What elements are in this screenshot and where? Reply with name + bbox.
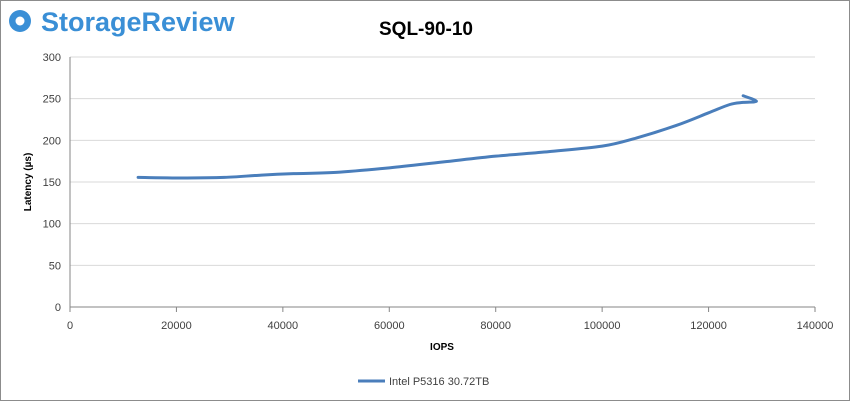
legend-label-0: Intel P5316 30.72TB — [389, 376, 489, 388]
brand-logo: StorageReview — [9, 7, 236, 37]
x-tick-label-3: 60000 — [374, 320, 405, 332]
y-tick-label-5: 250 — [43, 94, 61, 106]
series-line-0 — [136, 94, 758, 180]
x-tick-labels: 0 20000 40000 60000 80000 100000 120000 140000 — [67, 320, 833, 332]
brand-name: StorageReview — [41, 7, 236, 37]
y-tick-label-0: 0 — [55, 302, 61, 314]
x-axis-label: IOPS — [430, 342, 454, 353]
y-tick-label-3: 150 — [43, 177, 61, 189]
legend: Intel P5316 30.72TB — [358, 376, 489, 388]
storagereview-logo-icon-hole — [15, 16, 25, 26]
gridlines — [69, 56, 816, 312]
chart-title: SQL-90-10 — [379, 19, 473, 40]
x-tick-label-2: 40000 — [268, 320, 299, 332]
x-tick-label-6: 120000 — [690, 320, 727, 332]
x-tick-label-5: 100000 — [584, 320, 621, 332]
y-tick-label-6: 300 — [43, 52, 61, 64]
x-tick-label-4: 80000 — [480, 320, 511, 332]
x-tick-label-7: 140000 — [797, 320, 834, 332]
x-tick-label-0: 0 — [67, 320, 73, 332]
x-tick-label-1: 20000 — [161, 320, 192, 332]
y-tick-label-4: 200 — [43, 135, 61, 147]
y-tick-labels: 0 50 100 150 200 250 300 — [43, 52, 61, 314]
y-tick-label-2: 100 — [43, 219, 61, 231]
y-axis-label: Latency (µs) — [23, 153, 34, 212]
series-layer — [136, 94, 758, 180]
y-tick-label-1: 50 — [49, 260, 61, 272]
